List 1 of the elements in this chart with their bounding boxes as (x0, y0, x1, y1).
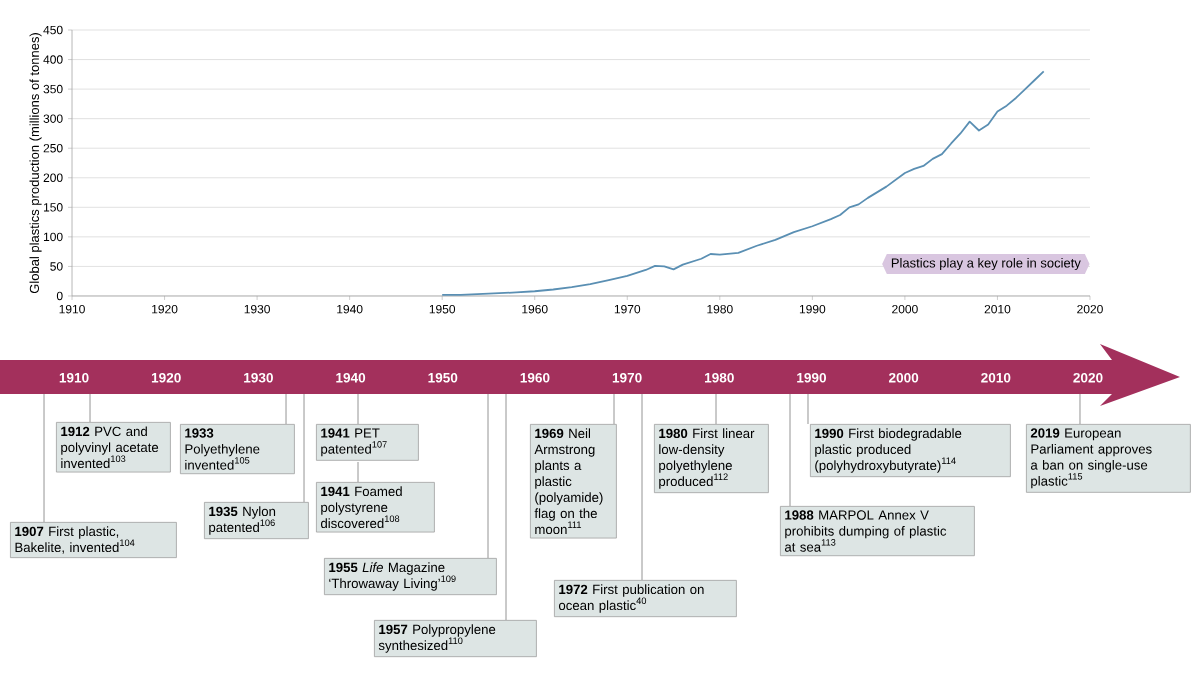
line-series (441, 70, 1045, 296)
